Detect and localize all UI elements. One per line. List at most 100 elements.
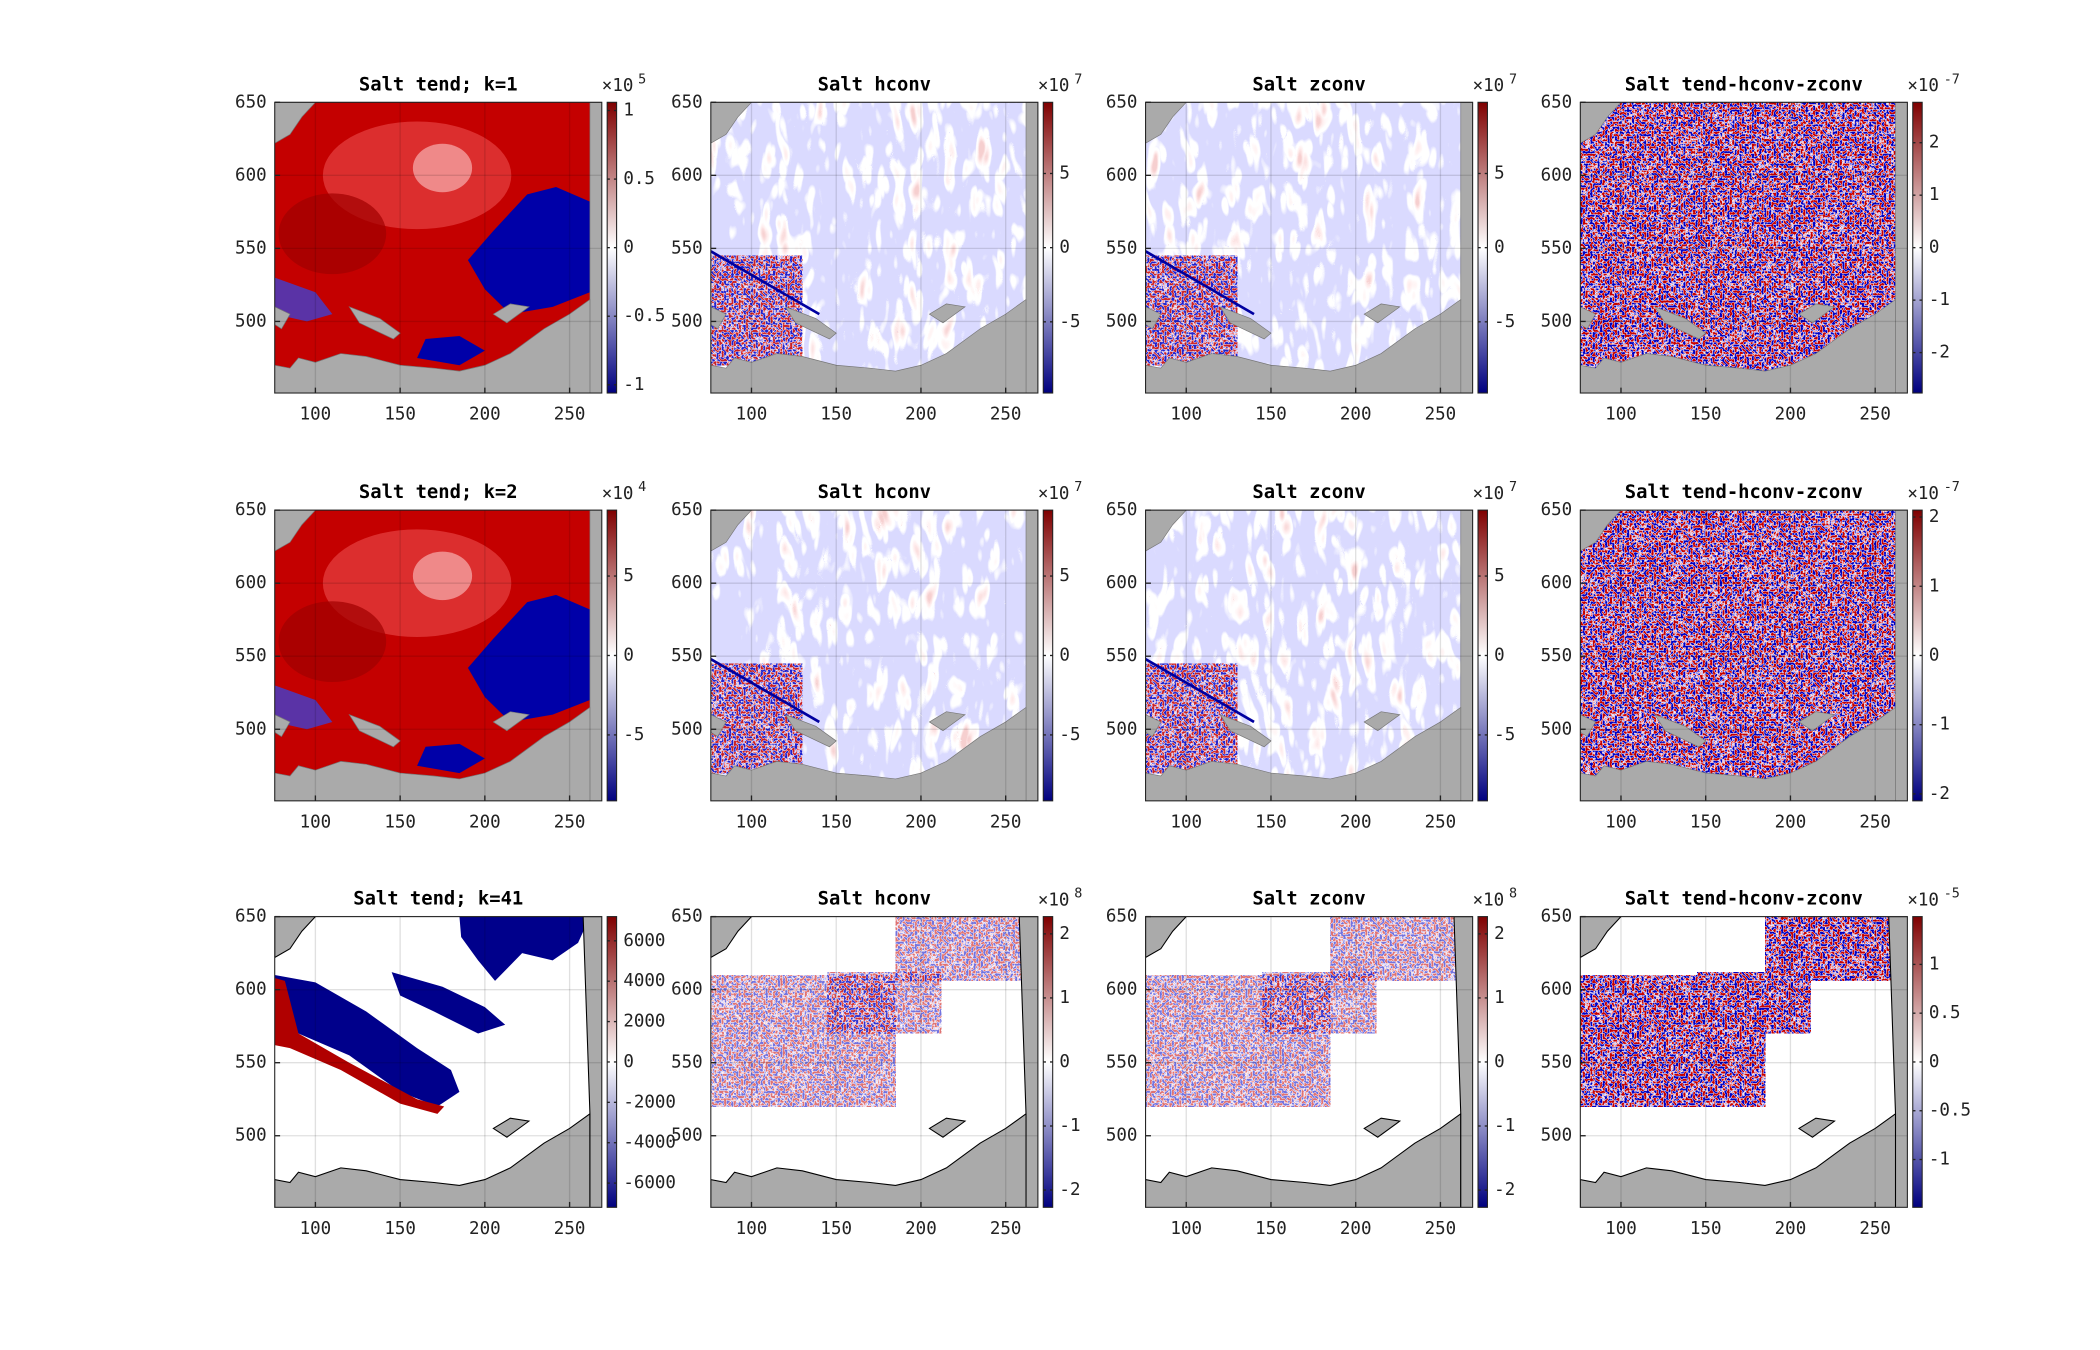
texture (710, 663, 803, 774)
y-tick-label: 500 (235, 1126, 267, 1146)
panel: 100 150 200 250 500 550 600 650 Salt zconv -5 0 5 ×1… (1106, 480, 1517, 832)
y-tick-label: 650 (235, 500, 267, 520)
x-tick-label: 200 (469, 1219, 501, 1239)
land (1145, 298, 1462, 394)
map-image (710, 916, 1038, 1208)
patch (1262, 972, 1377, 1034)
y-tick-label: 550 (235, 238, 267, 258)
colorbar-tick-label: 0 (623, 1052, 634, 1072)
y-tick-label: 500 (671, 1126, 703, 1146)
colorbar-exponent: 4 (638, 480, 646, 495)
panel: 100 150 200 250 500 550 600 650 Salt hconv -5 0 5 ×1… (671, 480, 1082, 832)
x-tick-label: 250 (1425, 812, 1457, 832)
colorbar-tick-label: -1 (1929, 715, 1950, 735)
x-tick-label: 150 (1255, 812, 1287, 832)
land (274, 916, 317, 959)
y-tick-label: 600 (1106, 165, 1138, 185)
colorbar-multiplier: ×10 (1907, 76, 1939, 96)
colorbar-exponent: -7 (1944, 72, 1960, 87)
land (348, 713, 401, 748)
x-tick-label: 250 (554, 812, 586, 832)
colorbar-multiplier: ×10 (602, 484, 634, 504)
patch (278, 601, 387, 682)
y-tick-label: 500 (671, 719, 703, 739)
chart-title: Salt zconv (1252, 74, 1365, 95)
y-tick-label: 650 (235, 907, 267, 927)
land (1460, 510, 1473, 801)
x-tick-label: 100 (300, 1219, 332, 1239)
y-tick-label: 500 (1106, 311, 1138, 331)
y-tick-label: 650 (1541, 92, 1573, 112)
axes-box (1579, 916, 1908, 1208)
land (710, 298, 1027, 394)
colorbar-multiplier: ×10 (602, 76, 634, 96)
patch (467, 594, 590, 722)
land (274, 306, 291, 330)
x-tick-label: 250 (554, 405, 586, 425)
x-tick-label: 200 (905, 405, 937, 425)
x-tick-label: 150 (384, 1219, 416, 1239)
land (784, 306, 837, 340)
y-tick-label: 600 (235, 165, 267, 185)
colorbar-tick-label: 0.5 (1929, 1003, 1961, 1023)
patch (1580, 975, 1766, 1107)
chart-title: Salt tend; k=1 (359, 74, 518, 95)
land (1654, 713, 1707, 748)
chart-title: Salt tend-hconv-zconv (1625, 482, 1863, 503)
colorbar-tick-label: -1 (1929, 290, 1950, 310)
x-tick-label: 200 (1775, 1219, 1807, 1239)
patch (710, 975, 896, 1107)
colorbar-tick-label: 0 (1494, 238, 1505, 258)
land (1580, 1112, 1897, 1208)
chart-title: Salt tend; k=41 (353, 889, 523, 910)
y-tick-label: 550 (235, 1053, 267, 1073)
y-tick-label: 550 (1106, 238, 1138, 258)
land (1580, 714, 1597, 738)
land (1145, 1112, 1462, 1208)
x-tick-label: 150 (820, 405, 852, 425)
x-tick-label: 100 (1170, 1219, 1202, 1239)
land (492, 303, 530, 324)
colorbar-multiplier: ×10 (1038, 484, 1070, 504)
panel: 100 150 200 250 500 550 600 650 Salt tend; k=2 -5… (235, 480, 646, 832)
land (1363, 711, 1401, 732)
patch (274, 975, 460, 1107)
y-tick-label: 600 (1541, 573, 1573, 593)
chart-title: Salt hconv (818, 74, 931, 95)
land (1798, 711, 1836, 732)
colorbar-tick-label: 0 (1494, 1052, 1505, 1072)
patch (274, 977, 445, 1114)
x-tick-label: 150 (1690, 405, 1722, 425)
map-image (710, 510, 1038, 801)
x-tick-label: 250 (554, 1219, 586, 1239)
chart-title: Salt tend-hconv-zconv (1625, 889, 1863, 910)
land (1580, 916, 1622, 959)
axes-box (710, 916, 1039, 1208)
panel: 100 150 200 250 500 550 600 650 Salt zconv -2 -1 0 1… (1106, 887, 1517, 1239)
y-tick-label: 550 (1106, 646, 1138, 666)
land (1580, 306, 1597, 330)
panel: 100 150 200 250 500 550 600 650 Salt tend-hconv-… (1541, 887, 1971, 1239)
colorbar-tick-label: -5 (1059, 725, 1080, 745)
x-tick-label: 200 (1775, 405, 1807, 425)
land (589, 102, 602, 394)
y-tick-label: 600 (1541, 980, 1573, 1000)
colorbar-multiplier: ×10 (1473, 484, 1505, 504)
y-tick-label: 550 (671, 646, 703, 666)
colorbar-multiplier: ×10 (1907, 890, 1939, 910)
colorbar-tick-label: -1 (623, 375, 644, 395)
y-tick-label: 600 (1106, 980, 1138, 1000)
x-tick-label: 100 (1170, 812, 1202, 832)
y-tick-label: 650 (1106, 500, 1138, 520)
land (710, 916, 753, 959)
x-tick-label: 100 (1605, 812, 1637, 832)
panel: 100 150 200 250 500 550 600 650 Salt zconv -5 0 5 ×1… (1106, 72, 1517, 424)
colorbar-tick-label: -1 (1059, 1116, 1080, 1136)
map-image (274, 916, 602, 1208)
land (1145, 706, 1462, 801)
colorbar-tick-label: 1 (1929, 954, 1940, 974)
axes-box (1579, 101, 1908, 394)
land (1580, 510, 1622, 552)
land (1580, 706, 1896, 801)
